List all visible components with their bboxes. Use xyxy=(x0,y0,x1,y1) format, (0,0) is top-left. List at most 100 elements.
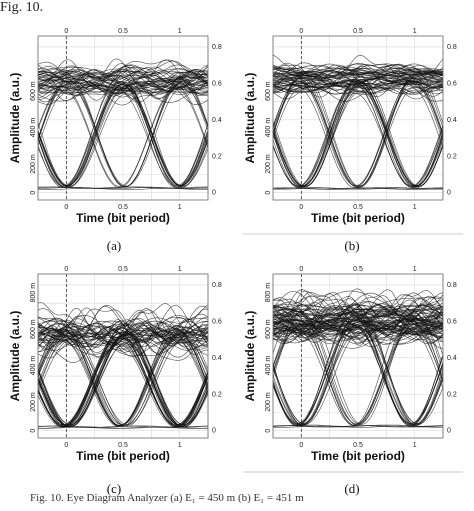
top-tick-label: 0.5 xyxy=(118,28,128,35)
top-tick-label: 0 xyxy=(299,28,303,35)
eye-trace xyxy=(272,69,444,86)
eye-trace xyxy=(37,84,209,186)
y-axis-label: Amplitude (a.u.) xyxy=(243,73,257,164)
x-tick-label: 1 xyxy=(178,442,182,449)
top-tick-label: 1 xyxy=(178,28,182,35)
y-tick-label: 200 m xyxy=(30,392,37,412)
right-tick-label: 0.8 xyxy=(212,44,222,51)
eye-trace xyxy=(272,64,444,78)
eye-trace xyxy=(272,314,444,424)
y-tick-label: 600 m xyxy=(265,81,272,101)
y-tick-label: 0 xyxy=(30,429,37,433)
y-tick-label: 200 m xyxy=(265,154,272,174)
eye-trace xyxy=(37,328,209,426)
grid xyxy=(272,36,444,200)
eye-trace xyxy=(272,301,444,316)
eye-trace xyxy=(37,335,209,351)
y-tick-label: 0 xyxy=(265,429,272,433)
right-tick-label: 0 xyxy=(212,190,216,197)
eye-trace xyxy=(37,186,208,189)
eye-trace xyxy=(272,68,444,78)
eye-trace xyxy=(272,65,444,76)
eye-trace xyxy=(37,74,209,82)
top-tick-label: 0 xyxy=(64,266,68,273)
eye-trace xyxy=(37,332,209,427)
panel-label-a: (a) xyxy=(106,238,122,253)
eye-trace xyxy=(37,76,209,188)
eye-trace xyxy=(272,317,444,346)
eye-trace xyxy=(272,85,444,100)
eye-trace xyxy=(272,318,444,349)
eye-trace xyxy=(37,77,209,93)
top-tick-label: 0.5 xyxy=(353,266,363,273)
eye-diagram-svg: 0 200 m 400 m 600 m 0 0.2 0.4 0.6 0.8 0 0.5 1 0 0.5 1 T… xyxy=(8,28,222,225)
figure-label: Fig. 10. xyxy=(0,0,44,15)
right-tick-label: 0 xyxy=(447,428,451,435)
plot-frame xyxy=(37,35,209,201)
panel-label-c: (c) xyxy=(106,481,122,496)
eye-trace xyxy=(272,298,444,317)
y-tick-label: 400 m xyxy=(265,356,272,376)
eye-trace xyxy=(37,426,209,429)
eye-trace xyxy=(37,186,209,189)
eye-diagram-d: 0 200 m 400 m 600 m 800 m 0 0.2 0.4 0.6 0.8 0 0.5 1 0… xyxy=(243,256,468,474)
eye-trace xyxy=(37,66,209,93)
y-tick-label: 600 m xyxy=(265,319,272,339)
eye-diagram-a: 0 200 m 400 m 600 m 0 0.2 0.4 0.6 0.8 0 0.5 1 0 0.5 1 T… xyxy=(8,18,233,236)
x-tick-label: 0 xyxy=(64,442,68,449)
right-tick-label: 0 xyxy=(212,428,216,435)
eye-trace xyxy=(37,80,209,94)
eye-trace xyxy=(272,317,444,324)
right-tick-label: 0.2 xyxy=(212,153,222,160)
right-tick-label: 0.6 xyxy=(212,318,222,325)
x-tick-label: 0.5 xyxy=(118,442,128,449)
right-tick-label: 0.8 xyxy=(212,282,222,289)
top-tick-label: 0.5 xyxy=(353,28,363,35)
eye-trace xyxy=(272,83,444,93)
eye-diagram-c: 0 200 m 400 m 600 m 800 m 0 0.2 0.4 0.6 0.8 0 0.5 1 0… xyxy=(8,256,233,474)
y-tick-label: 800 m xyxy=(265,283,272,303)
eye-trace xyxy=(37,318,209,354)
x-tick-label: 0.5 xyxy=(353,442,363,449)
eye-trace xyxy=(272,309,444,343)
eye-trace xyxy=(272,311,444,425)
eye-trace xyxy=(37,339,209,426)
eye-trace xyxy=(272,325,444,426)
x-tick-label: 1 xyxy=(413,204,417,211)
eye-trace xyxy=(37,58,209,86)
eye-diagram-svg: 0 200 m 400 m 600 m 800 m 0 0.2 0.4 0.6 0.8 0 0.5 1 0… xyxy=(243,266,463,473)
eye-trace xyxy=(272,319,444,334)
eye-trace xyxy=(37,68,209,101)
y-axis-label: Amplitude (a.u.) xyxy=(243,311,257,402)
eye-trace xyxy=(37,318,209,356)
y-tick-label: 0 xyxy=(30,191,37,195)
eye-trace xyxy=(272,320,444,340)
eye-trace xyxy=(37,70,209,88)
eye-trace xyxy=(37,329,209,350)
top-tick-label: 0 xyxy=(64,28,68,35)
x-tick-label: 1 xyxy=(178,204,182,211)
eye-trace xyxy=(272,75,444,88)
traces xyxy=(272,54,444,190)
figure-caption: Fig. 10. Eye Diagram Analyzer (a) E₁ = 4… xyxy=(30,492,304,504)
y-tick-label: 400 m xyxy=(265,118,272,138)
traces xyxy=(37,302,209,429)
eye-trace xyxy=(272,81,444,186)
top-tick-label: 0 xyxy=(299,266,303,273)
eye-trace xyxy=(272,62,444,77)
plot-frame xyxy=(272,273,444,439)
eye-trace xyxy=(37,326,209,425)
x-axis-label: Time (bit period) xyxy=(311,211,405,225)
traces xyxy=(272,288,444,428)
y-tick-label: 200 m xyxy=(30,154,37,174)
eye-trace xyxy=(272,321,444,339)
eye-trace xyxy=(272,67,444,71)
right-tick-label: 0 xyxy=(447,190,451,197)
right-tick-label: 0.4 xyxy=(212,355,222,362)
right-tick-label: 0.2 xyxy=(212,391,222,398)
y-tick-label: 800 m xyxy=(30,283,37,303)
eye-trace xyxy=(272,308,444,311)
eye-trace xyxy=(37,68,209,76)
eye-trace xyxy=(272,328,444,334)
eye-trace xyxy=(272,312,444,426)
